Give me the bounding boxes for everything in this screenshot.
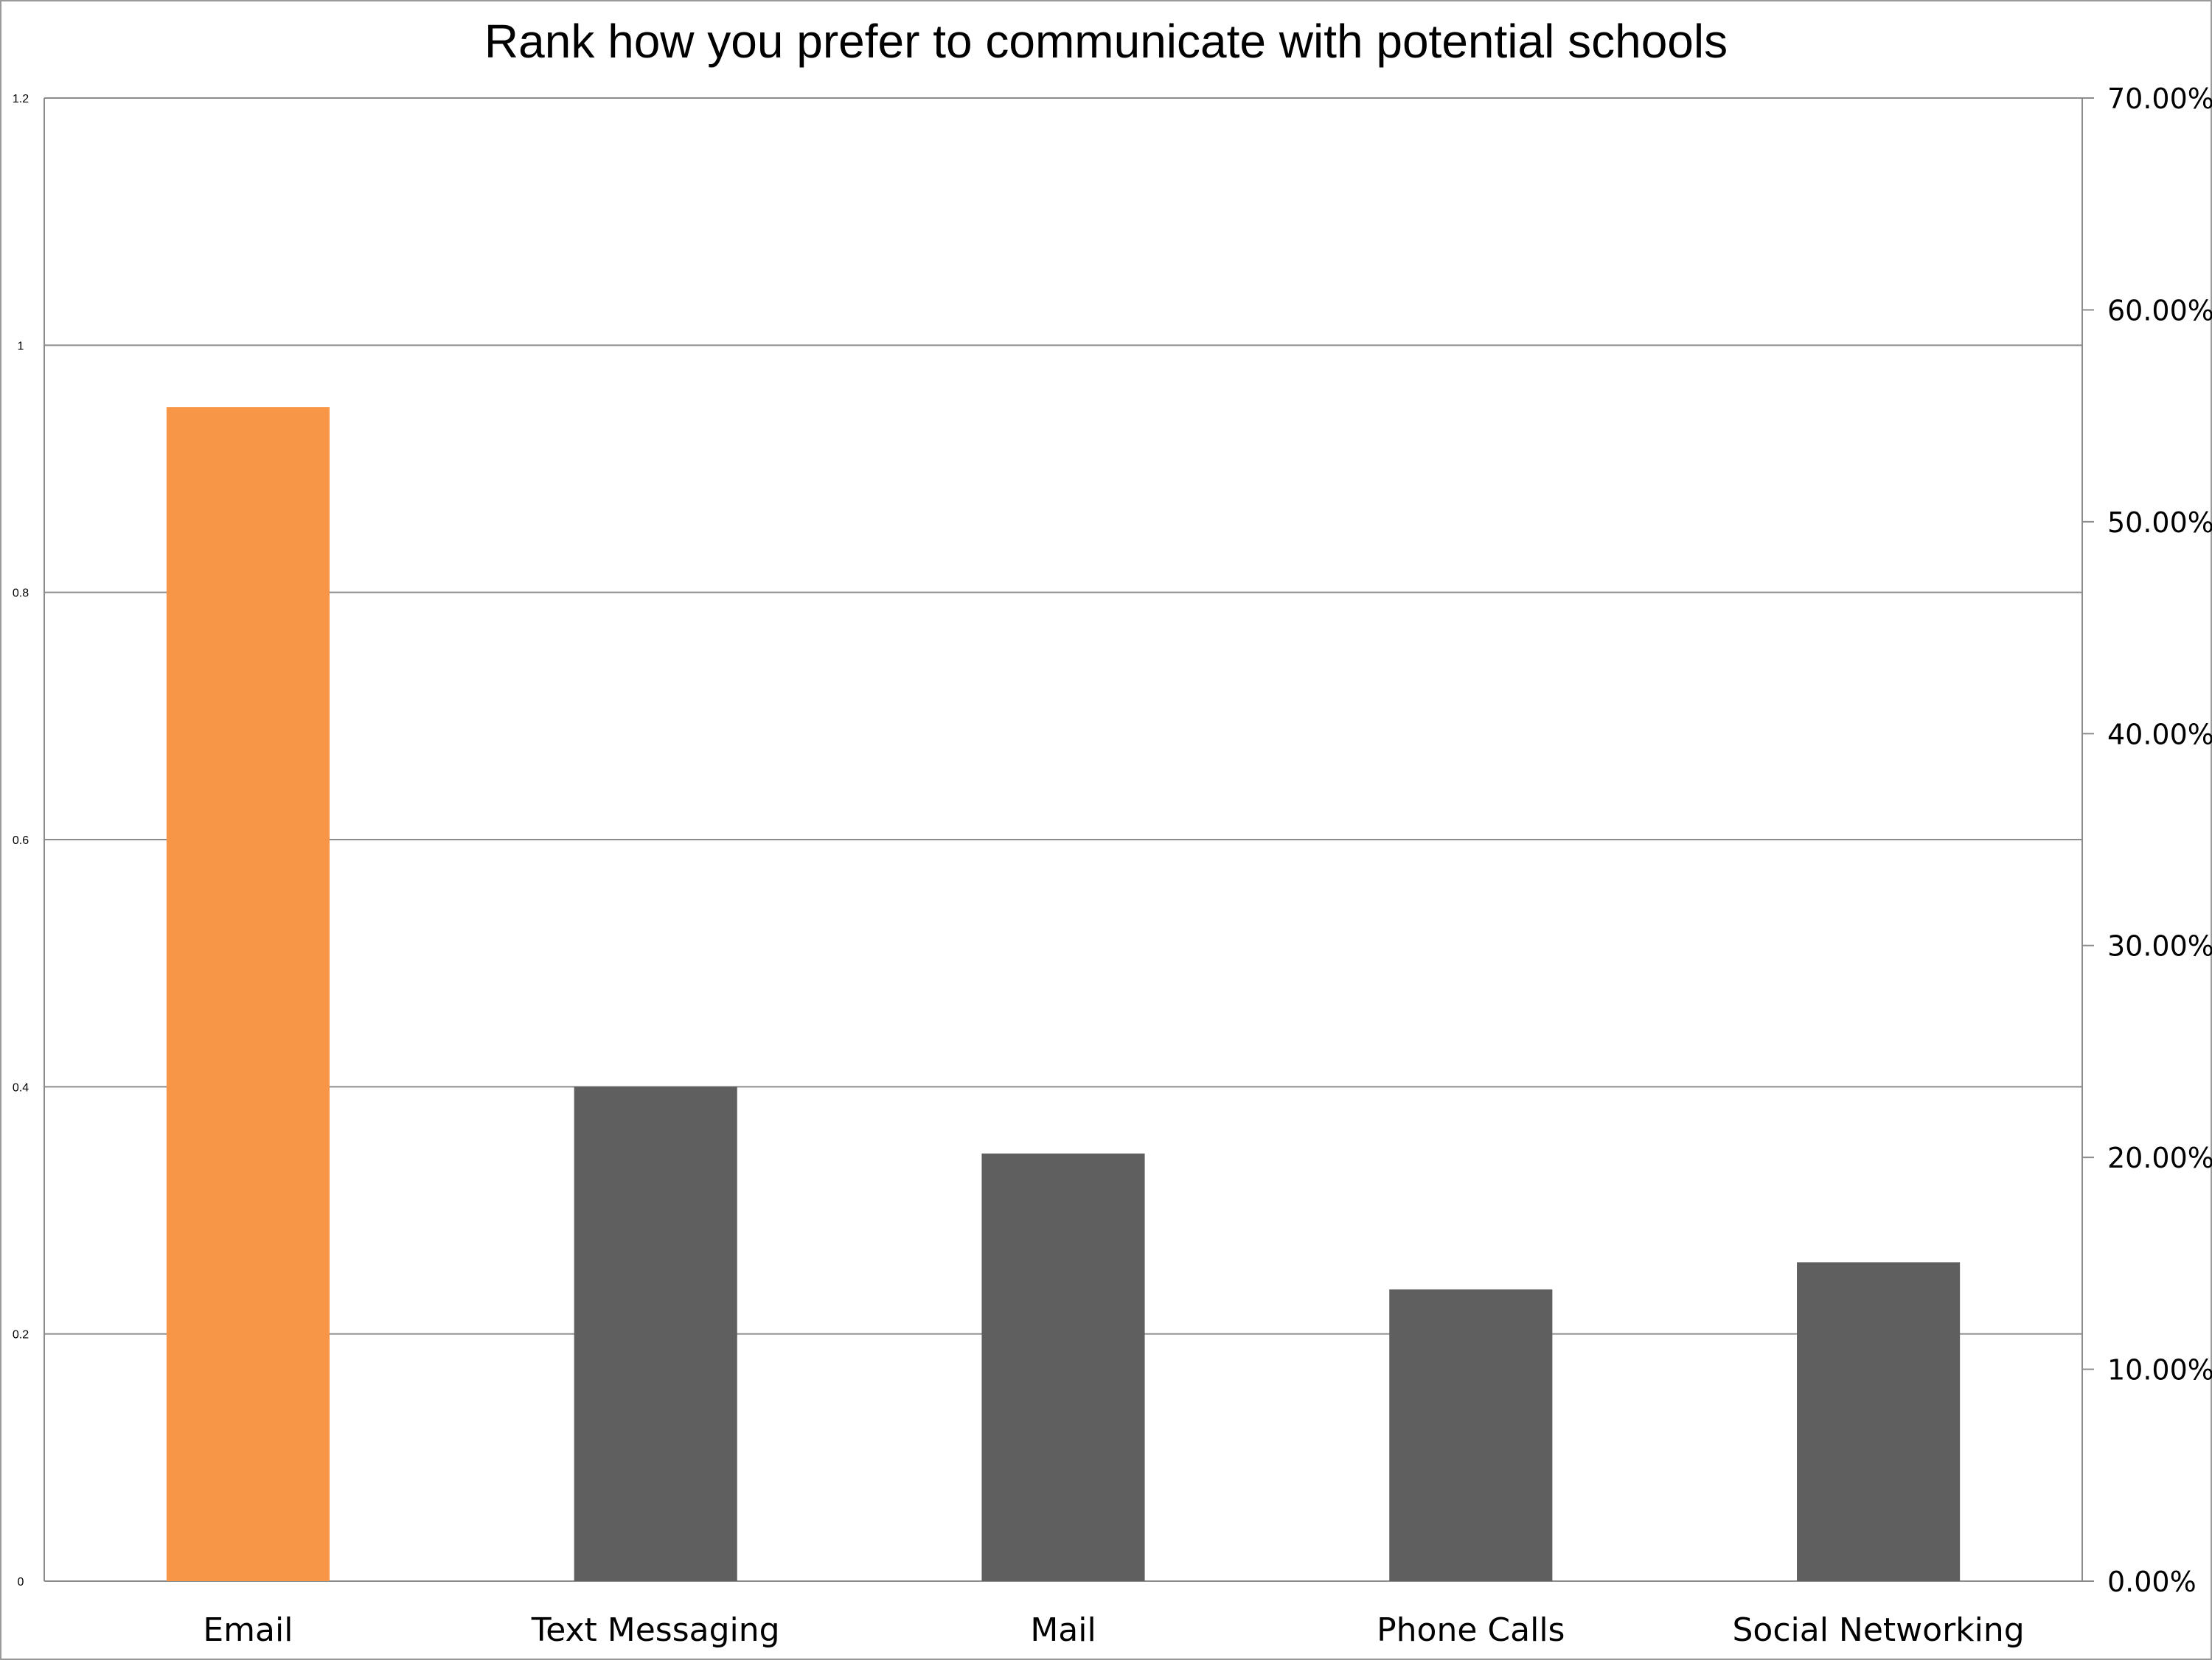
left-axis-tick-label: 0 <box>18 1576 24 1588</box>
grid-lines <box>44 97 2082 1582</box>
bars <box>166 407 1961 1581</box>
left-axis-tick-label: 0.4 <box>13 1081 29 1094</box>
category-label: Social Networking <box>1732 1611 2024 1649</box>
category-label: Phone Calls <box>1377 1611 1565 1649</box>
right-axis-tick-label: 60.00% <box>2107 294 2212 327</box>
bar-email <box>166 407 330 1581</box>
right-axis-tick-label: 10.00% <box>2107 1354 2212 1387</box>
axis-labels: 0 0.2 0.4 0.6 0.8 1 1.2 0.00% 10.00% 20.00% 30.00%… <box>13 83 2212 1649</box>
left-axis-tick-label: 0.2 <box>13 1329 29 1342</box>
left-axis-tick-label: 0.8 <box>13 587 29 600</box>
bar-mail <box>981 1153 1145 1581</box>
bar-phone-calls <box>1389 1289 1553 1581</box>
bar-text-messaging <box>574 1087 737 1581</box>
category-label: Email <box>203 1611 293 1649</box>
right-axis-tick-label: 0.00% <box>2107 1566 2197 1598</box>
chart-title: Rank how you prefer to communicate with … <box>484 15 1728 68</box>
left-axis-tick-label: 1 <box>18 340 24 352</box>
left-axis-tick-label: 1.2 <box>13 93 29 105</box>
right-axis-tick-label: 20.00% <box>2107 1142 2212 1174</box>
axes <box>44 97 2094 1582</box>
category-label: Text Messaging <box>531 1611 780 1649</box>
right-axis-tick-label: 70.00% <box>2107 83 2212 115</box>
right-axis-tick-label: 30.00% <box>2107 930 2212 963</box>
category-label: Mail <box>1030 1611 1096 1649</box>
right-axis-tick-label: 50.00% <box>2107 506 2212 539</box>
left-axis-tick-label: 0.6 <box>13 834 29 847</box>
right-axis-tick-label: 40.00% <box>2107 718 2212 750</box>
bar-social-networking <box>1797 1262 1961 1581</box>
